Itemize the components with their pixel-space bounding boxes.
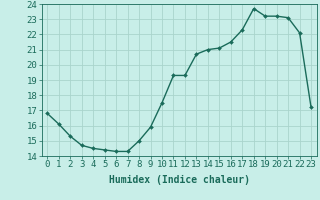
X-axis label: Humidex (Indice chaleur): Humidex (Indice chaleur) <box>109 175 250 185</box>
